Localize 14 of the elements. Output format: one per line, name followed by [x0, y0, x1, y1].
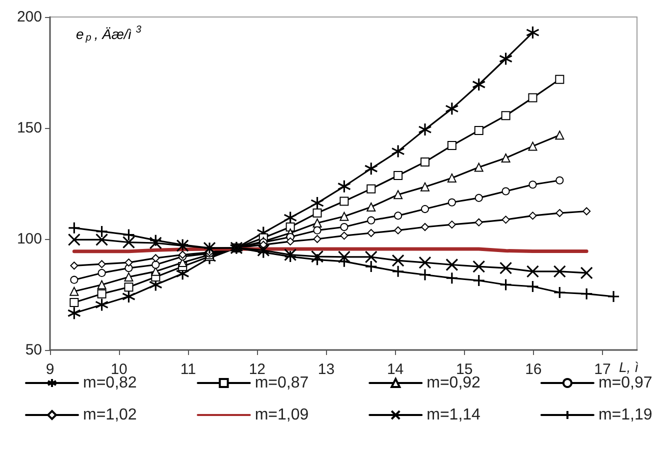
legend-label: m=1,19 [598, 406, 652, 424]
y-tick-label: 100 [16, 230, 42, 248]
x-tick-label: 14 [386, 361, 404, 378]
x-tick-label: 9 [46, 361, 54, 378]
y-tick-label: 200 [16, 8, 42, 26]
x-tick-label: 11 [180, 361, 196, 378]
x-tick-label: 13 [318, 361, 335, 378]
y-tick-label: 150 [16, 120, 42, 136]
x-axis-title: L, ì [619, 359, 639, 375]
x-tick-label: 16 [525, 361, 542, 378]
y-tick-label: 50 [25, 342, 42, 358]
legend-label: m=1,02 [83, 406, 137, 424]
legend-label: m=1,09 [254, 406, 309, 424]
legend-label: m=1,14 [426, 406, 481, 424]
